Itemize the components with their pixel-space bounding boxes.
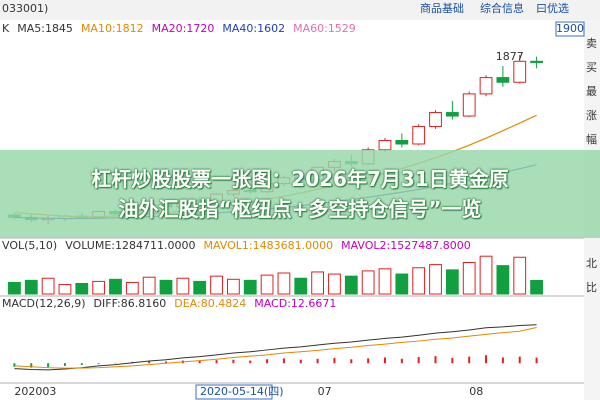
peak-label: 1877: [496, 50, 524, 63]
volume-bar: [125, 281, 139, 295]
volume-bar: [226, 278, 240, 295]
top-bar: [0, 0, 600, 20]
candle-body: [445, 112, 459, 117]
side-label: 涨: [586, 109, 597, 122]
banner-line: 杠杆炒股股票一张图：2026年7月31日黄金原: [91, 167, 509, 191]
macd-line: [14, 324, 537, 371]
volume-bar: [75, 283, 89, 295]
volume-bar: [58, 284, 72, 295]
price-box: [555, 21, 585, 37]
volume-bar: [260, 274, 274, 295]
x-label: 08: [469, 385, 483, 398]
cursor-date: 2020-05-14(四): [200, 385, 284, 398]
candle-body: [496, 77, 510, 83]
x-label: 07: [318, 385, 332, 398]
legend-item: MAVOL2:1527487.8000: [341, 239, 471, 252]
code: 033001): [2, 2, 48, 15]
legend-item: K: [2, 22, 10, 35]
legend-item: MA5:1845: [17, 22, 73, 35]
legend-item: MACD(12,26,9): [2, 297, 86, 310]
volume-bar: [344, 275, 358, 295]
cursor-date-box: [195, 384, 273, 400]
volume-bar: [513, 256, 527, 295]
tab[interactable]: 综合信息: [480, 1, 524, 15]
volume-bar: [176, 277, 190, 295]
volume-bar: [92, 280, 106, 295]
candle-body: [412, 126, 426, 145]
volume-bar: [294, 277, 308, 295]
legend-item: VOLUME:1284711.0000: [65, 239, 195, 252]
tab[interactable]: 曰优选: [536, 2, 569, 15]
candle-body: [395, 139, 409, 145]
legend-item: DEA:80.4824: [174, 297, 246, 310]
volume-bar: [445, 269, 459, 295]
volume-bar: [243, 279, 257, 295]
banner: 杠杆炒股股票一张图：2026年7月31日黄金原 油外汇股指“枢纽点+多空持仓信号…: [0, 150, 600, 238]
candle-body: [530, 60, 543, 63]
candle-body: [429, 112, 442, 128]
candle-body: [513, 60, 527, 83]
volume-bar: [479, 255, 493, 295]
volume-bar: [412, 267, 426, 295]
volume-bar: [311, 271, 325, 295]
volume-bar: [8, 281, 21, 295]
legend-item: MA10:1812: [81, 22, 144, 35]
volume-bar: [193, 280, 207, 295]
volume-bar: [109, 278, 122, 295]
candle-body: [479, 77, 493, 95]
volume-bar: [277, 272, 291, 295]
volume-bar: [462, 262, 476, 295]
macd-line: [14, 327, 537, 369]
volume-bar: [429, 264, 442, 295]
volume-bar: [210, 275, 223, 295]
legend-item: MA40:1602: [222, 22, 285, 35]
side-label: 卖: [586, 37, 597, 50]
side-label: 北: [586, 257, 597, 270]
legend-item: MAVOL1:1483681.0000: [203, 239, 333, 252]
side-label: 幅: [586, 133, 597, 146]
volume-bar: [395, 273, 409, 295]
legend-item: DIFF:86.8160: [94, 297, 167, 310]
legend-item: MA60:1529: [293, 22, 356, 35]
candle-body: [378, 139, 392, 151]
x-label: 202003: [14, 385, 56, 398]
volume-bar: [361, 270, 375, 295]
volume-bar: [496, 265, 510, 295]
volume-bar: [328, 273, 341, 295]
side-label: 买: [586, 61, 597, 74]
volume-bar: [24, 279, 38, 295]
legend-item: MACD:12.6671: [254, 297, 336, 310]
tab[interactable]: 商品基础: [420, 1, 464, 15]
volume-bar: [159, 279, 173, 295]
price-box-text: 1900: [556, 22, 584, 35]
candle-body: [462, 93, 476, 117]
volume-bar: [530, 280, 543, 295]
banner-line: 油外汇股指“枢纽点+多空持仓信号”一览: [118, 197, 482, 221]
volume-bar: [142, 276, 156, 295]
legend-item: VOL(5,10): [2, 239, 57, 252]
volume-bar: [378, 268, 392, 295]
side-label: 最: [586, 85, 597, 98]
volume-bar: [41, 277, 55, 295]
legend-item: MA20:1720: [152, 22, 215, 35]
side-label: 比: [586, 281, 597, 294]
